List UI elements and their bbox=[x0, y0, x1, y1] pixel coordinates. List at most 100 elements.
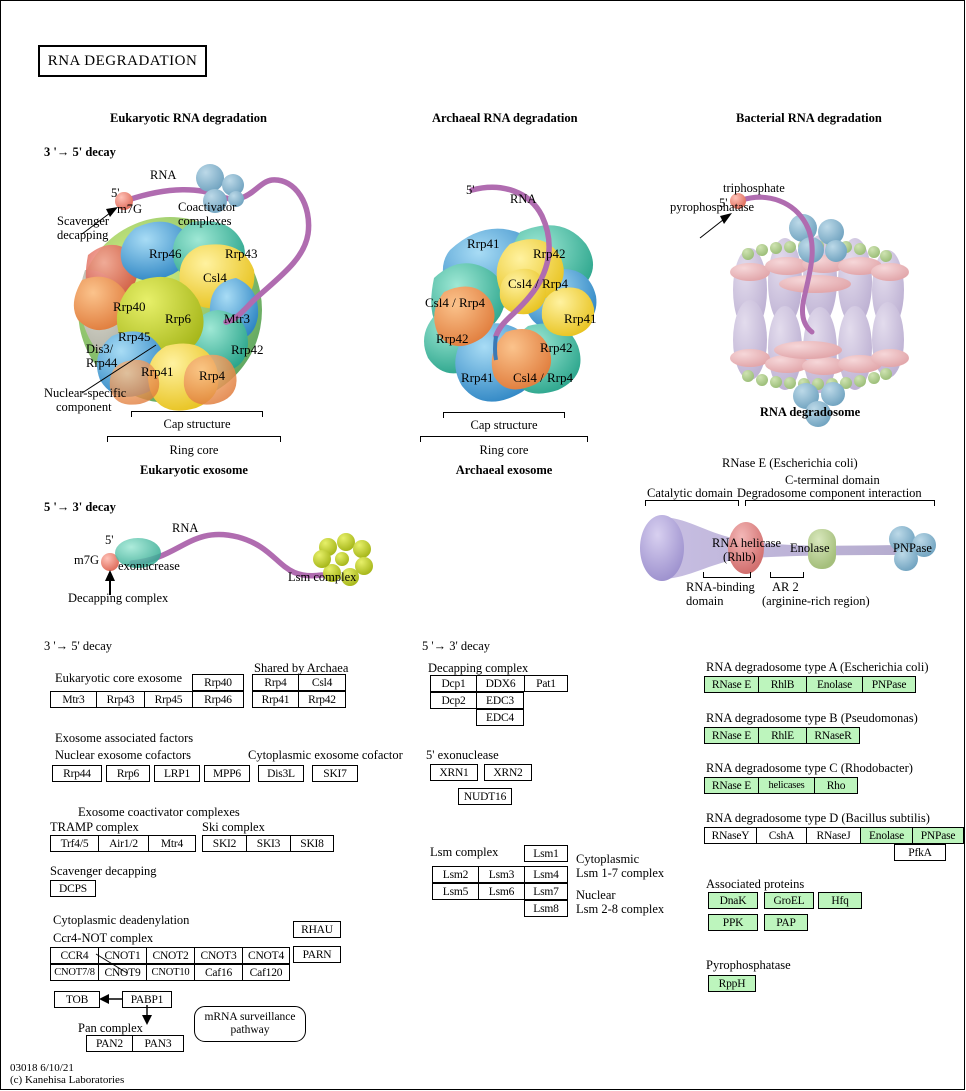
gene-dnak[interactable]: DnaK bbox=[708, 892, 758, 909]
gene-rpph[interactable]: RppH bbox=[708, 975, 756, 992]
gene-rrp45[interactable]: Rrp45 bbox=[144, 691, 192, 708]
gene-lsm1[interactable]: Lsm1 bbox=[524, 845, 568, 862]
gene-pat1[interactable]: Pat1 bbox=[524, 675, 568, 692]
gene-ski8[interactable]: SKI8 bbox=[290, 835, 334, 852]
gene-cnot78[interactable]: CNOT7/8 bbox=[50, 964, 98, 981]
gene-cnot9[interactable]: CNOT9 bbox=[98, 964, 146, 981]
pan-complex-label: Pan complex bbox=[78, 1021, 143, 1035]
gene-pnpase-a[interactable]: PNPase bbox=[862, 676, 916, 693]
gene-cnot4[interactable]: CNOT4 bbox=[242, 947, 290, 964]
gene-lsm8[interactable]: Lsm8 bbox=[524, 900, 568, 917]
gene-groel[interactable]: GroEL bbox=[764, 892, 814, 909]
decapping-row-2: Dcp2 EDC3 bbox=[430, 692, 524, 709]
euk-subunit-rrp40: Rrp40 bbox=[113, 299, 146, 314]
arc-subunit-csl4rrp4-c: Csl4 / Rrp4 bbox=[513, 370, 573, 385]
deadenylation-arrows bbox=[95, 953, 152, 1025]
gene-parn[interactable]: PARN bbox=[293, 946, 341, 963]
gene-mpp6[interactable]: MPP6 bbox=[204, 765, 250, 782]
gene-rrp42[interactable]: Rrp42 bbox=[298, 691, 346, 708]
gene-ski7[interactable]: SKI7 bbox=[312, 765, 358, 782]
gene-trf45[interactable]: Trf4/5 bbox=[50, 835, 98, 852]
tramp-complex-row: Trf4/5 Air1/2 Mtr4 bbox=[50, 835, 196, 852]
euk5to3-rna-label: RNA bbox=[172, 521, 199, 535]
gene-ccr4[interactable]: CCR4 bbox=[50, 947, 98, 964]
gene-dcp2[interactable]: Dcp2 bbox=[430, 692, 476, 709]
gene-caf120[interactable]: Caf120 bbox=[242, 964, 290, 981]
gene-csl4[interactable]: Csl4 bbox=[298, 674, 346, 691]
gene-xrn2[interactable]: XRN2 bbox=[484, 764, 532, 781]
gene-rnasej[interactable]: RNaseJ bbox=[806, 827, 860, 844]
gene-rnasey[interactable]: RNaseY bbox=[704, 827, 756, 844]
gene-cnot2[interactable]: CNOT2 bbox=[146, 947, 194, 964]
gene-rnaser[interactable]: RNaseR bbox=[806, 727, 860, 744]
gene-rhle[interactable]: RhlE bbox=[758, 727, 806, 744]
gene-edc4[interactable]: EDC4 bbox=[476, 709, 524, 726]
gene-rrp4[interactable]: Rrp4 bbox=[252, 674, 298, 691]
gene-pap[interactable]: PAP bbox=[764, 914, 808, 931]
euk-scavenger-decapping-line2: decapping bbox=[57, 228, 109, 242]
gene-ski3[interactable]: SKI3 bbox=[246, 835, 290, 852]
gene-lsm2[interactable]: Lsm2 bbox=[432, 866, 478, 883]
gene-nudt16[interactable]: NUDT16 bbox=[458, 788, 512, 805]
gene-lsm4[interactable]: Lsm4 bbox=[524, 866, 568, 883]
gene-ppk[interactable]: PPK bbox=[708, 914, 758, 931]
ar2-bracket bbox=[770, 572, 804, 578]
gene-edc3[interactable]: EDC3 bbox=[476, 692, 524, 709]
lsm-row-3: Lsm5 Lsm6 Lsm7 bbox=[432, 883, 568, 900]
gene-pfka[interactable]: PfkA bbox=[894, 844, 946, 861]
assoc-factors-label: Exosome associated factors bbox=[55, 731, 194, 745]
arc-5prime-label: 5' bbox=[466, 183, 475, 197]
gene-pnpase-d[interactable]: PNPase bbox=[912, 827, 964, 844]
gene-rrp43[interactable]: Rrp43 bbox=[96, 691, 144, 708]
gene-rnase-e-c[interactable]: RNase E bbox=[704, 777, 758, 794]
gene-dis3l[interactable]: Dis3L bbox=[258, 765, 304, 782]
gene-pan3[interactable]: PAN3 bbox=[132, 1035, 184, 1052]
gene-enolase-a[interactable]: Enolase bbox=[806, 676, 862, 693]
euk5to3-m7g-label: m7G bbox=[74, 553, 99, 567]
gene-hfq[interactable]: Hfq bbox=[818, 892, 862, 909]
gene-lrp1[interactable]: LRP1 bbox=[154, 765, 200, 782]
mrna-surveillance-pathway-link[interactable]: mRNA surveillance pathway bbox=[194, 1006, 306, 1042]
gene-caf16[interactable]: Caf16 bbox=[194, 964, 242, 981]
gene-enolase-d[interactable]: Enolase bbox=[860, 827, 912, 844]
gene-rhlb[interactable]: RhlB bbox=[758, 676, 806, 693]
gene-dcps[interactable]: DCPS bbox=[50, 880, 96, 897]
shared-archaea-label: Shared by Archaea bbox=[254, 661, 349, 675]
gene-lsm5[interactable]: Lsm5 bbox=[432, 883, 478, 900]
gene-mtr3[interactable]: Mtr3 bbox=[50, 691, 96, 708]
gene-lsm6[interactable]: Lsm6 bbox=[478, 883, 524, 900]
gene-cnot10[interactable]: CNOT10 bbox=[146, 964, 194, 981]
gene-rrp6[interactable]: Rrp6 bbox=[106, 765, 150, 782]
core-exosome-row-bottom: Mtr3 Rrp43 Rrp45 Rrp46 bbox=[50, 691, 244, 708]
gene-rhau[interactable]: RHAU bbox=[293, 921, 341, 938]
gene-rrp40[interactable]: Rrp40 bbox=[192, 674, 244, 691]
arc-ring-core-bracket bbox=[420, 436, 588, 442]
gene-ddx6[interactable]: DDX6 bbox=[476, 675, 524, 692]
gene-xrn1[interactable]: XRN1 bbox=[430, 764, 478, 781]
lsm-complex-label: Lsm complex bbox=[430, 845, 499, 859]
gene-rrp44[interactable]: Rrp44 bbox=[52, 765, 102, 782]
gene-ski2[interactable]: SKI2 bbox=[202, 835, 246, 852]
gene-rnase-e-b[interactable]: RNase E bbox=[704, 727, 758, 744]
gene-pabp1[interactable]: PABP1 bbox=[122, 991, 172, 1008]
gene-cnot3[interactable]: CNOT3 bbox=[194, 947, 242, 964]
degradosome-type-a-label: RNA degradosome type A (Escherichia coli… bbox=[706, 660, 929, 674]
gene-air12[interactable]: Air1/2 bbox=[98, 835, 148, 852]
gene-rnase-e-a[interactable]: RNase E bbox=[704, 676, 758, 693]
gene-lsm7[interactable]: Lsm7 bbox=[524, 883, 568, 900]
arc-subunit-rrp42-a: Rrp42 bbox=[533, 246, 566, 261]
gene-lsm3[interactable]: Lsm3 bbox=[478, 866, 524, 883]
cytoplasmic-deadenylation-label: Cytoplasmic deadenylation bbox=[53, 913, 190, 927]
gene-rrp46[interactable]: Rrp46 bbox=[192, 691, 244, 708]
gene-helicases[interactable]: helicases bbox=[758, 777, 814, 794]
core-exosome-row-top: Rrp40 bbox=[192, 674, 244, 691]
gene-dcp1[interactable]: Dcp1 bbox=[430, 675, 476, 692]
gene-mtr4[interactable]: Mtr4 bbox=[148, 835, 196, 852]
gene-pan2[interactable]: PAN2 bbox=[86, 1035, 132, 1052]
tramp-complex-label: TRAMP complex bbox=[50, 820, 139, 834]
gene-cnot1[interactable]: CNOT1 bbox=[98, 947, 146, 964]
gene-rho[interactable]: Rho bbox=[814, 777, 858, 794]
gene-rrp41[interactable]: Rrp41 bbox=[252, 691, 298, 708]
gene-tob[interactable]: TOB bbox=[54, 991, 100, 1008]
gene-csha[interactable]: CshA bbox=[756, 827, 806, 844]
